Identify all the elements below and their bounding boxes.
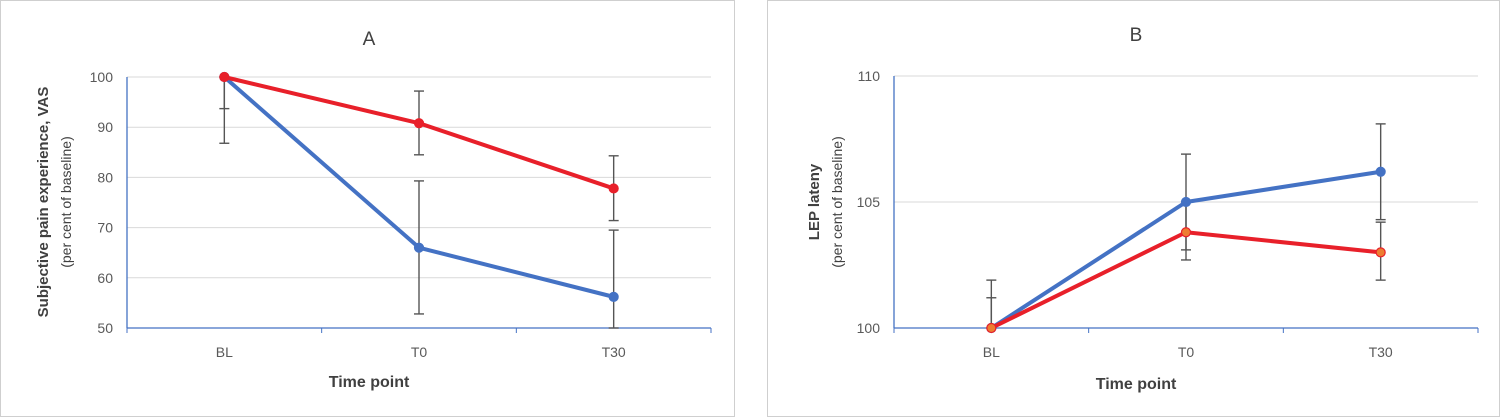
y-tick-label: 110 (858, 68, 881, 84)
x-tick-label: BL (216, 344, 233, 360)
x-tick-label: T0 (411, 344, 428, 360)
chart-panel-a: 50 60 70 80 90 100 BL T0 T30 A Time point Subjectiv… (0, 0, 735, 417)
y-axis-label-sub: (per cent of baseline) (58, 136, 74, 268)
y-tick-label: 60 (97, 270, 113, 286)
chart-panel-b: 100 105 110 BL T0 T30 B Time point LEP lateny (pe… (767, 0, 1500, 417)
x-tick-label: T0 (1178, 344, 1195, 360)
x-tick-label: BL (983, 344, 1000, 360)
chart-title: A (363, 29, 376, 50)
series-2-point (1375, 247, 1386, 258)
chart-a-svg: 50 60 70 80 90 100 BL T0 T30 A Time point Subjectiv… (35, 29, 712, 391)
y-tick-label: 80 (97, 169, 113, 185)
x-tick-label: T30 (1369, 344, 1393, 360)
x-tick-label: T30 (602, 344, 626, 360)
y-axis-label: Subjective pain experience, VAS (35, 87, 52, 318)
series-2-point (413, 118, 425, 129)
x-axis-label: Time point (329, 374, 410, 391)
y-tick-label: 70 (97, 220, 113, 236)
series-2-point (1180, 227, 1192, 238)
series-2-point (219, 71, 230, 83)
series-1-point (1375, 166, 1386, 177)
y-tick-label: 105 (857, 194, 881, 210)
chart-b-svg: 100 105 110 BL T0 T30 B Time point LEP lateny (pe… (806, 25, 1479, 393)
x-axis-label: Time point (1096, 376, 1177, 393)
y-tick-label: 90 (97, 119, 113, 135)
series-2-point (986, 322, 997, 334)
series-2-point (608, 183, 619, 194)
y-tick-label: 100 (90, 69, 114, 85)
series-1-point (608, 291, 619, 302)
y-axis-label: LEP lateny (806, 163, 823, 240)
y-tick-label: 100 (857, 320, 881, 336)
y-axis-label-sub: (per cent of baseline) (829, 136, 845, 268)
chart-title: B (1130, 25, 1143, 46)
series-1-point (413, 242, 425, 253)
series-1-point (1180, 196, 1192, 208)
y-tick-label: 50 (97, 320, 113, 336)
